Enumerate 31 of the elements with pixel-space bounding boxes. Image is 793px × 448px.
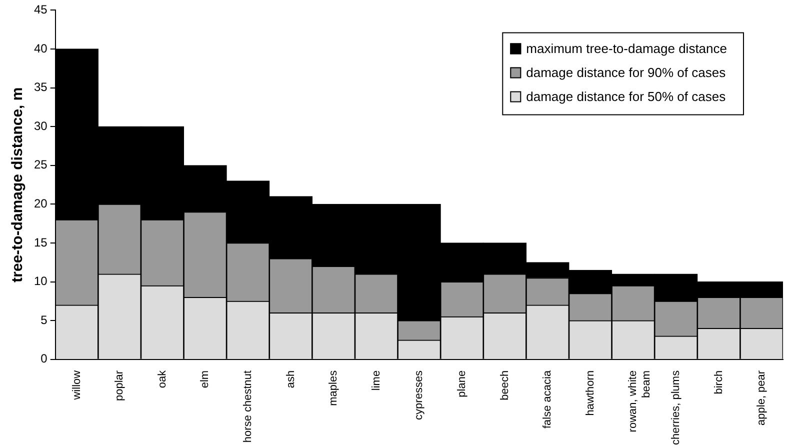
x-tick-label: hawthorn xyxy=(584,370,596,416)
x-tick-label: beech xyxy=(498,370,511,400)
x-tick-label: cypresses xyxy=(413,370,426,420)
legend-label: damage distance for 50% of cases xyxy=(526,88,726,104)
x-tick-label: plane xyxy=(456,370,468,398)
x-tick-label: birch xyxy=(712,370,725,394)
y-tick-label: 40 xyxy=(34,41,48,56)
x-tick-label: poplar xyxy=(114,370,126,401)
y-tick-label: 15 xyxy=(34,235,48,250)
x-tick-label: rowan, white beam xyxy=(627,370,652,432)
x-tick-label: horse chestnut xyxy=(242,370,254,443)
x-tick-label: cherries, plums xyxy=(670,370,682,445)
y-tick-label: 5 xyxy=(40,312,48,327)
x-tick-label: lime xyxy=(370,370,382,391)
legend-label: maximum tree-to-damage distance xyxy=(526,40,727,56)
x-tick-label: elm xyxy=(199,370,212,388)
y-tick-label: 25 xyxy=(34,158,48,172)
y-tick-label: 10 xyxy=(34,274,48,288)
y-tick-label: 30 xyxy=(34,118,48,133)
x-tick-label: willow xyxy=(70,370,83,401)
x-tick-label: false acacia xyxy=(542,370,554,429)
y-tick-label: 20 xyxy=(34,196,48,211)
y-tick-label: 0 xyxy=(40,352,48,366)
x-tick-label: apple, pear xyxy=(756,370,768,426)
legend-label: damage distance for 90% of cases xyxy=(526,64,726,80)
y-tick-label: 35 xyxy=(34,80,48,94)
x-tick-label: maples xyxy=(328,370,340,406)
x-tick-label: oak xyxy=(156,370,168,388)
x-tick-label: ash xyxy=(284,370,297,388)
y-axis-title: tree-to-damage distance, m xyxy=(9,87,26,282)
y-tick-label: 45 xyxy=(34,2,48,17)
